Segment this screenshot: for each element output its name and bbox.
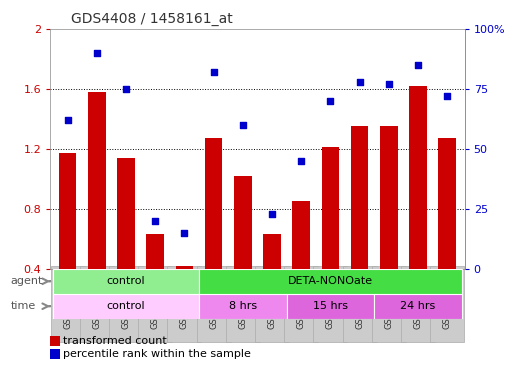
Point [180,230,188,236]
Bar [53,294,199,319]
Text: DETA-NONOate: DETA-NONOate [288,276,373,286]
Bar [234,176,251,269]
Text: transformed count: transformed count [63,336,167,346]
Point [297,158,305,164]
Text: GDS4408 / 1458161_at: GDS4408 / 1458161_at [71,12,233,26]
Text: 8 hrs: 8 hrs [229,301,257,311]
Text: time: time [11,301,36,311]
Bar [146,234,164,269]
Bar [205,138,222,269]
Text: percentile rank within the sample: percentile rank within the sample [63,349,251,359]
Text: 24 hrs: 24 hrs [400,301,436,311]
Point [384,81,393,87]
Bar [199,269,461,294]
Point [326,98,335,104]
Bar [287,294,374,319]
Text: control: control [107,301,145,311]
Bar [59,153,77,269]
Bar [293,201,310,269]
Bar [88,92,106,269]
Bar [374,294,461,319]
Bar [263,234,281,269]
Bar [351,126,369,269]
Bar [380,126,398,269]
Bar [409,86,427,269]
Bar [438,138,456,269]
Point [151,218,159,224]
Text: 15 hrs: 15 hrs [313,301,348,311]
Bar [199,294,287,319]
Bar [53,269,199,294]
Text: control: control [107,276,145,286]
Bar [176,266,193,269]
Point [63,117,72,123]
Point [443,93,451,99]
Point [239,122,247,128]
Point [210,69,218,75]
Text: agent: agent [11,276,43,286]
Point [122,86,130,92]
Point [268,210,276,217]
Bar [322,147,339,269]
Point [414,62,422,68]
Point [355,78,364,84]
Point [92,50,101,56]
Bar [117,158,135,269]
